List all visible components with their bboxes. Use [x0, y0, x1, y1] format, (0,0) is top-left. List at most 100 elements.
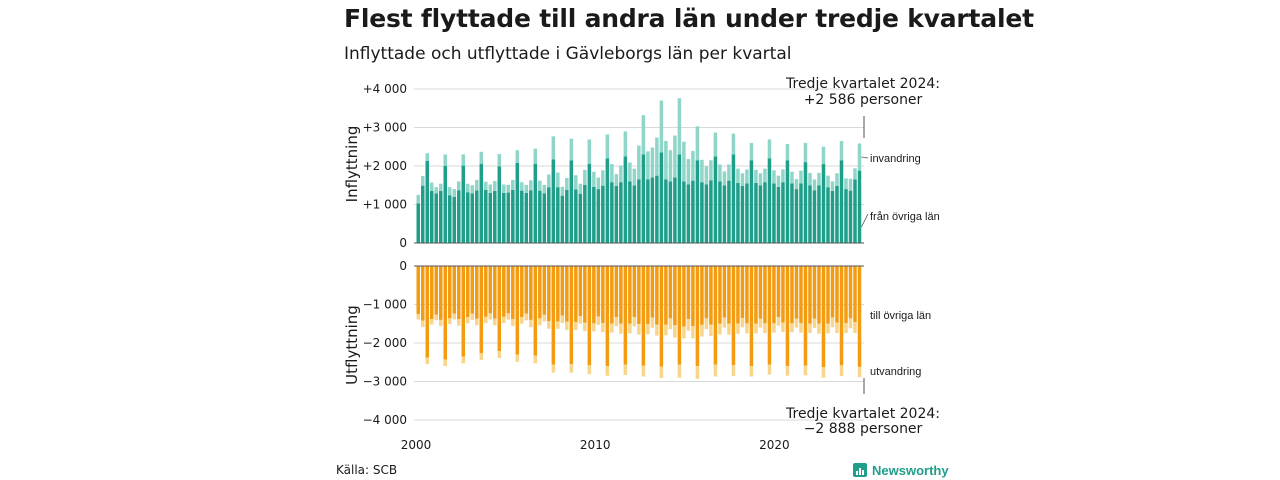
bar-till-ovriga-lan [628, 266, 632, 324]
bar-till-ovriga-lan [650, 266, 655, 318]
bar-fran-ovriga-lan [731, 154, 736, 243]
bar-invandring [619, 165, 623, 183]
bar-utvandring [749, 366, 754, 377]
bar-utvandring [529, 319, 533, 328]
leader-line [861, 213, 869, 227]
y-tick-label: −3 000 [363, 375, 407, 389]
bar-utvandring [637, 324, 641, 335]
bar-utvandring [493, 318, 497, 326]
bar-till-ovriga-lan [538, 266, 542, 319]
bar-utvandring [772, 323, 776, 333]
bar-till-ovriga-lan [547, 266, 551, 322]
bar-till-ovriga-lan [785, 266, 790, 367]
bar-invandring [700, 159, 704, 183]
bar-fran-ovriga-lan [821, 164, 826, 243]
bar-fran-ovriga-lan [466, 192, 470, 243]
bar-invandring [718, 164, 722, 182]
bar-utvandring [475, 318, 479, 326]
bar-till-ovriga-lan [808, 266, 812, 324]
bar-till-ovriga-lan [646, 266, 650, 325]
bar-utvandring [560, 315, 565, 323]
bar-invandring [857, 143, 862, 171]
bar-till-ovriga-lan [637, 266, 641, 325]
bar-till-ovriga-lan [565, 266, 569, 322]
bar-utvandring [452, 313, 457, 320]
bar-invandring [727, 164, 731, 181]
bar-fran-ovriga-lan [677, 154, 682, 243]
leader-line [861, 156, 869, 159]
bar-utvandring [713, 364, 718, 377]
bar-fran-ovriga-lan [610, 182, 614, 243]
x-tick-label: 2020 [759, 438, 790, 452]
bar-till-ovriga-lan [583, 266, 587, 323]
bar-utvandring [416, 314, 421, 320]
bar-fran-ovriga-lan [439, 191, 443, 243]
bar-fran-ovriga-lan [578, 193, 583, 243]
bar-invandring [533, 148, 538, 164]
bar-till-ovriga-lan [569, 266, 574, 365]
bar-fran-ovriga-lan [848, 190, 853, 243]
bar-utvandring [443, 359, 448, 367]
bar-invandring [650, 147, 655, 178]
bar-invandring [772, 170, 776, 184]
bar-till-ovriga-lan [691, 266, 695, 327]
bar-till-ovriga-lan [484, 266, 488, 317]
bar-utvandring [686, 319, 691, 331]
bar-fran-ovriga-lan [556, 187, 560, 243]
bar-till-ovriga-lan [826, 266, 830, 324]
bar-utvandring [439, 319, 443, 327]
bar-fran-ovriga-lan [695, 160, 700, 243]
bar-fran-ovriga-lan [659, 152, 664, 243]
bar-fran-ovriga-lan [587, 163, 592, 243]
bar-utvandring [605, 366, 610, 376]
bar-fran-ovriga-lan [475, 190, 479, 243]
bar-till-ovriga-lan [673, 266, 677, 326]
bar-till-ovriga-lan [461, 266, 466, 357]
bar-till-ovriga-lan [641, 266, 646, 366]
bar-utvandring [470, 313, 475, 320]
bar-fran-ovriga-lan [560, 195, 565, 243]
x-tick-label: 2010 [580, 438, 611, 452]
bar-fran-ovriga-lan [754, 182, 758, 243]
bar-utvandring [650, 317, 655, 328]
bar-till-ovriga-lan [754, 266, 758, 324]
bar-utvandring [790, 323, 794, 333]
bar-utvandring [420, 320, 425, 327]
newsworthy-logo[interactable]: Newsworthy [853, 461, 949, 479]
bar-invandring [673, 135, 677, 178]
bar-invandring [515, 150, 520, 163]
series-label-fran-ovriga-lan: från övriga län [870, 211, 940, 223]
bar-utvandring [511, 319, 515, 327]
bar-utvandring [457, 319, 461, 326]
bar-fran-ovriga-lan [628, 181, 632, 243]
bar-invandring [641, 115, 646, 155]
bar-fran-ovriga-lan [497, 166, 502, 243]
bar-utvandring [533, 355, 538, 364]
bar-till-ovriga-lan [659, 266, 664, 367]
bar-invandring [574, 175, 578, 190]
bar-invandring [767, 139, 772, 159]
bar-utvandring [556, 321, 560, 329]
bar-till-ovriga-lan [763, 266, 767, 324]
y-tick-label: −4 000 [363, 413, 407, 427]
bar-till-ovriga-lan [812, 266, 817, 319]
bar-fran-ovriga-lan [565, 189, 569, 243]
bar-utvandring [745, 323, 749, 334]
chart-subtitle: Inflyttade och utflyttade i Gävleborgs l… [344, 44, 792, 64]
bar-till-ovriga-lan [470, 266, 475, 314]
bar-fran-ovriga-lan [812, 190, 817, 243]
y-axis-title-utflyttning: Utflyttning [343, 305, 361, 385]
bar-till-ovriga-lan [736, 266, 740, 324]
bar-fran-ovriga-lan [749, 160, 754, 243]
bar-till-ovriga-lan [493, 266, 497, 319]
bar-fran-ovriga-lan [457, 190, 461, 243]
bar-utvandring [520, 317, 524, 324]
bar-fran-ovriga-lan [520, 190, 524, 243]
bar-fran-ovriga-lan [776, 186, 781, 243]
bar-utvandring [461, 356, 466, 364]
bar-invandring [803, 142, 808, 163]
bar-fran-ovriga-lan [853, 179, 857, 243]
bar-utvandring [817, 323, 821, 334]
bar-fran-ovriga-lan [420, 185, 425, 243]
bar-till-ovriga-lan [799, 266, 803, 323]
